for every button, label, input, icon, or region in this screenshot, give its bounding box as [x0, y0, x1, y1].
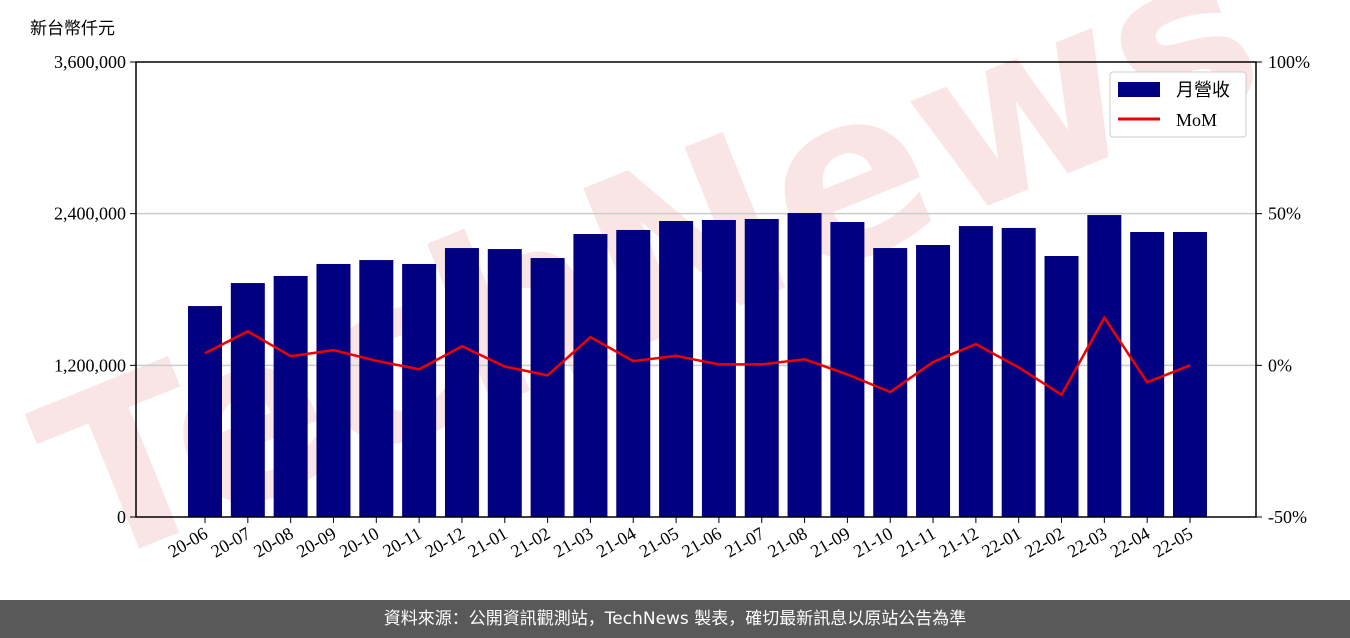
bar — [359, 260, 394, 517]
y-axis-unit: 新台幣仟元 — [30, 19, 115, 39]
x-tick-label: 21-02 — [507, 523, 553, 561]
x-tick-label: 21-08 — [764, 523, 810, 561]
bar — [787, 213, 822, 517]
x-tick-label: 21-09 — [807, 523, 853, 561]
bar — [616, 229, 651, 518]
bar — [444, 248, 479, 518]
line — [204, 315, 1191, 397]
bar — [916, 245, 951, 517]
x-tick-label: 21-12 — [935, 523, 981, 561]
x-tick-label: 21-03 — [550, 523, 596, 561]
bar — [487, 249, 522, 518]
bar — [230, 283, 265, 517]
footer: 資料來源：公開資訊觀測站，TechNews 製表，確切最新訊息以原站公告為準 — [0, 600, 1350, 638]
y-tick-label: 0 — [117, 507, 126, 527]
x-tick-label: 22-03 — [1064, 523, 1110, 561]
bar — [1001, 227, 1036, 517]
legend-label: 月營收 — [1176, 80, 1230, 100]
x-tick-label: 21-04 — [593, 523, 639, 561]
bar — [402, 263, 437, 517]
bar — [659, 220, 694, 517]
x-tick-label: 22-05 — [1150, 523, 1196, 561]
bar — [1087, 215, 1122, 517]
y-tick-label: 1,200,000 — [54, 355, 126, 375]
x-tick-label: 21-01 — [464, 523, 510, 561]
x-tick-label: 21-10 — [850, 523, 896, 561]
y-tick-label: 3,600,000 — [54, 52, 126, 72]
x-tick-label: 22-02 — [1021, 523, 1067, 561]
bar — [701, 219, 736, 517]
chart: 新台幣仟元 TechNews01,200,0002,400,0003,600,0… — [7, 0, 1310, 621]
bar — [744, 218, 779, 517]
bar — [188, 306, 222, 517]
x-tick-label: 22-04 — [1107, 523, 1153, 561]
x-tick-label: 21-11 — [893, 523, 939, 561]
bar — [1130, 231, 1165, 518]
x-tick-label: 20-12 — [422, 523, 468, 561]
bar — [958, 226, 993, 517]
x-tick-label: 22-01 — [978, 523, 1024, 561]
plot-frame — [135, 61, 1257, 518]
legend-label: MoM — [1176, 110, 1217, 130]
bar — [573, 234, 608, 518]
y2-tick-label: 50% — [1268, 204, 1301, 224]
bar — [873, 248, 908, 518]
x-tick-label: 21-07 — [721, 523, 767, 561]
y2-tick-label: -50% — [1268, 507, 1307, 527]
bar — [273, 275, 308, 517]
x-tick-label: 20-11 — [379, 523, 425, 561]
x-tick-label: 20-10 — [336, 523, 382, 561]
y-tick-label: 2,400,000 — [54, 204, 126, 224]
bar — [316, 263, 351, 517]
bar — [1173, 231, 1207, 518]
legend-swatch — [1118, 82, 1160, 97]
y2-tick-label: 100% — [1268, 52, 1310, 72]
y2-tick-label: 0% — [1268, 355, 1292, 375]
bar — [530, 258, 565, 517]
x-tick-label: 21-06 — [679, 523, 725, 561]
x-tick-label: 21-05 — [636, 523, 682, 561]
